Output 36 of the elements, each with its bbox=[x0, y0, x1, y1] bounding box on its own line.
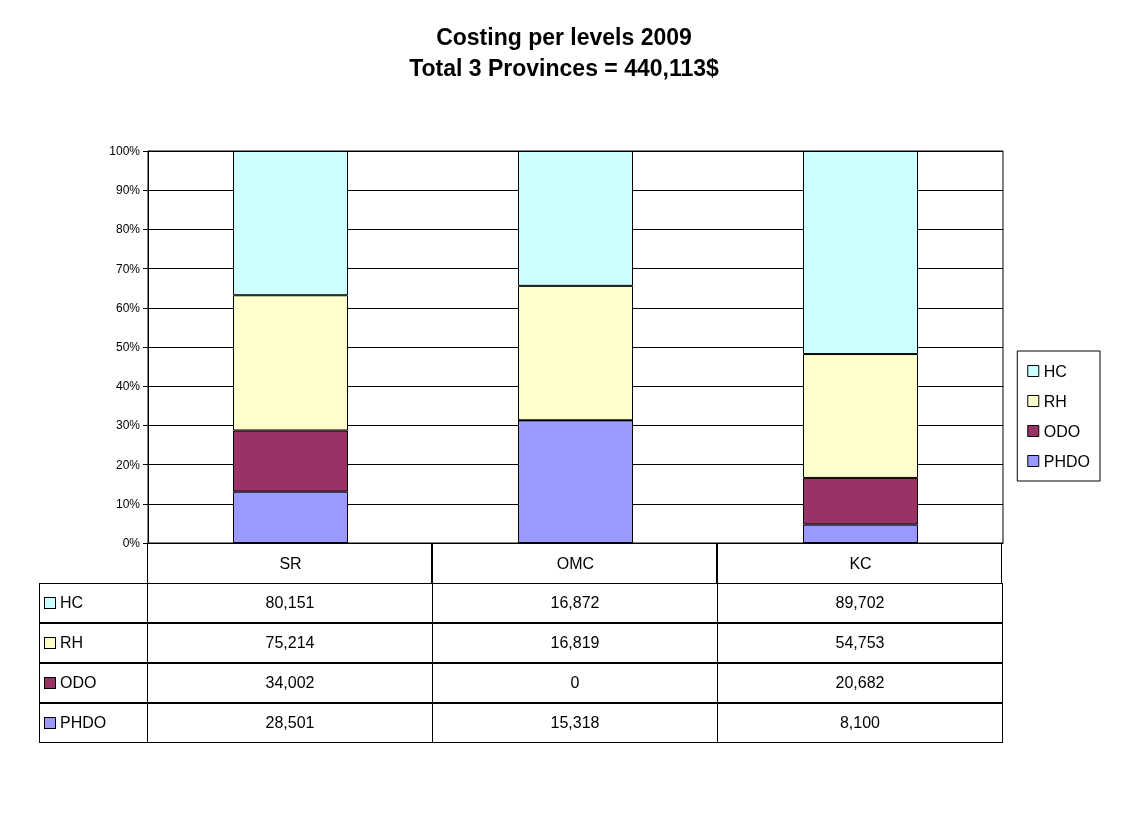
legend-label: PHDO bbox=[1043, 452, 1091, 470]
text: 54,753 bbox=[717, 623, 1003, 663]
legend-label: ODO bbox=[1043, 422, 1081, 440]
chart-subtitle: Total 3 Provinces = 440,113$ bbox=[409, 54, 720, 81]
x-tick-label: SR bbox=[279, 554, 302, 572]
text: 0 bbox=[432, 663, 718, 703]
text: 15,318 bbox=[432, 703, 718, 743]
y-tick-label: 0% bbox=[122, 536, 141, 550]
text: 28,501 bbox=[147, 703, 433, 743]
y-tick-label: 20% bbox=[115, 457, 141, 472]
y-tick-label: 80% bbox=[115, 222, 141, 237]
text: 8,100 bbox=[717, 703, 1003, 743]
legend-label: HC bbox=[1043, 362, 1067, 380]
legend-label: RH bbox=[1043, 392, 1067, 410]
y-tick-label: 90% bbox=[115, 183, 141, 198]
y-tick-label: 40% bbox=[115, 379, 141, 394]
y-tick-label: 50% bbox=[115, 340, 141, 354]
x-tick-label: KC bbox=[849, 554, 872, 572]
chart-title: Costing per levels 2009 bbox=[436, 23, 692, 50]
text: PHDO bbox=[60, 714, 107, 731]
text: HC bbox=[60, 594, 84, 611]
y-tick-label: 60% bbox=[115, 300, 141, 315]
y-tick-label: 10% bbox=[115, 496, 141, 511]
y-tick-label: 100% bbox=[109, 144, 141, 158]
text: RH bbox=[60, 634, 84, 651]
text: 75,214 bbox=[147, 623, 433, 663]
y-tick-label: 70% bbox=[115, 261, 141, 276]
text: 34,002 bbox=[147, 663, 433, 703]
text: 16,872 bbox=[432, 583, 718, 623]
text: 16,819 bbox=[432, 623, 718, 663]
text: 80,151 bbox=[147, 583, 433, 623]
text: 20,682 bbox=[717, 663, 1003, 703]
y-tick-label: 30% bbox=[115, 418, 141, 433]
text: 89,702 bbox=[717, 583, 1003, 623]
x-tick-label: OMC bbox=[556, 554, 595, 572]
text: ODO bbox=[60, 674, 97, 691]
